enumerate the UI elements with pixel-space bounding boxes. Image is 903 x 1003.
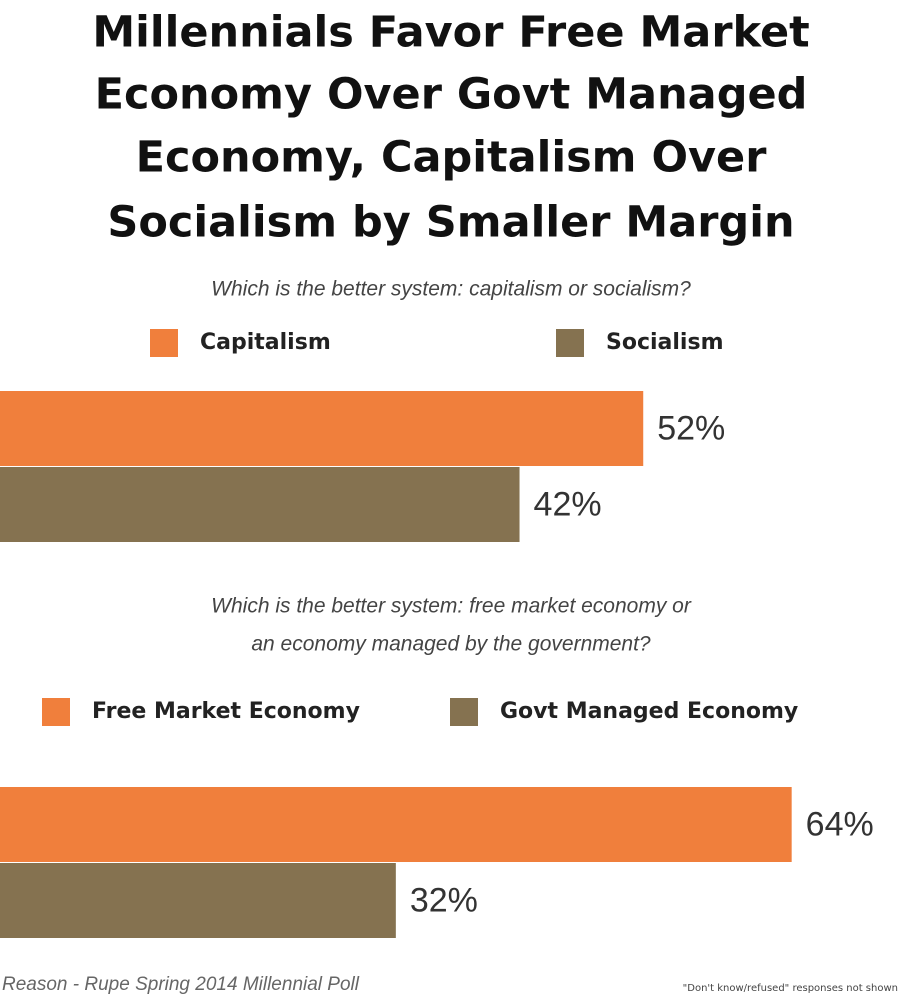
legend-swatch (556, 329, 584, 357)
title: Economy, Capitalism Over (136, 133, 768, 183)
value-label: 52% (657, 409, 725, 447)
legend-swatch (450, 698, 478, 726)
title: Millennials Favor Free Market (92, 8, 809, 58)
value-label: 64% (806, 805, 874, 843)
subtitle: Which is the better system: free market … (211, 595, 692, 618)
note: "Don't know/refused" responses not shown (683, 983, 898, 994)
title: Economy Over Govt Managed (95, 70, 808, 120)
value-label: 32% (410, 881, 478, 919)
legend-label: Free Market Economy (92, 699, 360, 724)
legend-label: Govt Managed Economy (500, 699, 798, 724)
legend-label: Socialism (606, 330, 724, 355)
title: Socialism by Smaller Margin (107, 198, 794, 248)
bar (0, 467, 520, 542)
legend-swatch (150, 329, 178, 357)
bar (0, 391, 644, 466)
value-label: 42% (534, 485, 602, 523)
legend-label: Capitalism (200, 330, 331, 355)
source: Reason - Rupe Spring 2014 Millennial Pol… (2, 974, 360, 995)
bar (0, 787, 792, 862)
subtitle: Which is the better system: capitalism o… (211, 278, 691, 301)
legend-swatch (42, 698, 70, 726)
subtitle: an economy managed by the government? (251, 633, 651, 656)
bar (0, 863, 396, 938)
